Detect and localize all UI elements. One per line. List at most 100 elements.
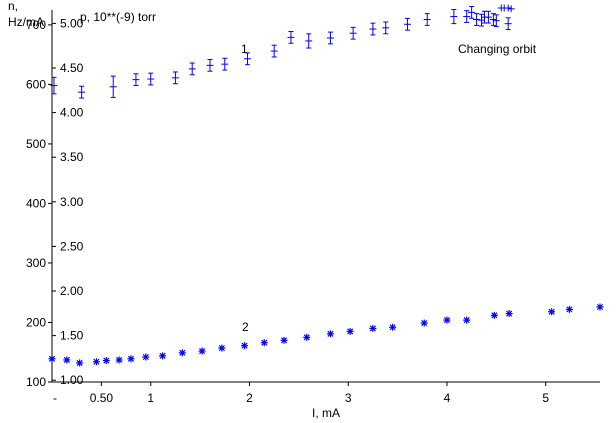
data-point-plus <box>382 21 390 35</box>
marker-stroke <box>389 324 396 331</box>
marker-stroke <box>421 320 428 327</box>
right-tick-label: 2.00 <box>60 284 84 298</box>
data-point-plus <box>504 17 512 31</box>
marker-stroke <box>596 303 604 311</box>
data-point-plus <box>468 6 476 19</box>
data-point-plus <box>349 26 357 40</box>
marker-stroke <box>327 330 334 337</box>
changing-orbit-label: Changing orbit <box>458 42 537 56</box>
data-point-asterisk <box>596 303 604 311</box>
data-point-asterisk <box>369 324 377 332</box>
marker-stroke <box>218 345 225 352</box>
marker-stroke <box>347 328 354 335</box>
data-point-plus <box>287 30 295 44</box>
left-tick-label: 300 <box>26 256 46 270</box>
data-point-plus <box>473 13 481 26</box>
x-tick-label: 5 <box>542 391 549 405</box>
marker-stroke <box>303 334 310 341</box>
right-tick-label: 3.50 <box>60 150 84 164</box>
x-tick-label: 1 <box>147 391 154 405</box>
data-point-asterisk <box>48 355 56 363</box>
series2-label: 2 <box>242 320 249 334</box>
data-point-plus <box>463 10 471 23</box>
marker-stroke <box>116 356 123 364</box>
data-point-asterisk <box>241 342 249 350</box>
data-point-plus <box>188 62 196 76</box>
marker-stroke <box>491 312 498 319</box>
x-axis-minus-sign: - <box>53 391 57 405</box>
left-axis-label-line2: Hz/mA <box>8 15 44 29</box>
data-point-asterisk <box>178 349 186 357</box>
data-point-plus <box>109 75 117 98</box>
x-tick-label: 3 <box>345 391 352 405</box>
marker-stroke <box>261 339 268 346</box>
right-tick-label: 1.00 <box>60 373 84 387</box>
data-point-plus <box>326 31 334 45</box>
data-point-asterisk <box>420 319 428 327</box>
data-point-asterisk <box>63 356 71 364</box>
left-tick-label: 700 <box>26 18 46 32</box>
data-point-plus <box>478 13 486 27</box>
data-point-asterisk <box>102 357 110 365</box>
data-point-plus <box>132 73 140 87</box>
series-2 <box>48 303 604 367</box>
marker-stroke <box>506 310 513 317</box>
data-point-plus <box>50 76 58 95</box>
data-point-plus <box>206 58 214 72</box>
right-tick-label: 5.00 <box>60 16 84 30</box>
x-axis-ticks: 0.50 1 2 3 4 5 <box>90 382 549 405</box>
series1-label: 1 <box>241 42 248 56</box>
left-tick-label: 500 <box>26 137 46 151</box>
data-point-plus <box>78 85 86 99</box>
left-tick-label: 400 <box>26 196 46 210</box>
data-point-plus <box>492 14 500 28</box>
marker-stroke <box>179 349 186 356</box>
data-point-asterisk <box>260 339 268 347</box>
right-tick-label: 1.50 <box>60 329 84 343</box>
right-tick-label: 2.50 <box>60 239 84 253</box>
data-point-plus <box>369 22 377 36</box>
left-tick-label: 100 <box>26 375 46 389</box>
marker-stroke <box>199 348 206 355</box>
marker-stroke <box>142 353 149 361</box>
data-point-asterisk <box>159 352 167 360</box>
data-point-plus <box>221 57 229 71</box>
data-point-plus <box>450 8 458 25</box>
marker-stroke <box>103 357 110 364</box>
data-point-asterisk <box>76 359 84 367</box>
marker-stroke <box>241 342 248 349</box>
right-tick-label: 4.00 <box>60 106 84 120</box>
marker-stroke <box>76 359 83 367</box>
data-point-asterisk <box>127 355 135 363</box>
data-point-plus <box>403 17 411 31</box>
data-point-asterisk <box>389 323 397 331</box>
data-point-asterisk <box>142 353 150 361</box>
marker-stroke <box>48 355 56 362</box>
data-point-plus <box>484 10 492 24</box>
marker-stroke <box>548 308 555 315</box>
left-tick-label: 200 <box>26 315 46 329</box>
data-point-plus <box>171 71 179 85</box>
marker-stroke <box>280 337 288 344</box>
data-point-asterisk <box>280 336 288 344</box>
right-tick-label: 4.50 <box>60 61 84 75</box>
data-point-plus <box>504 4 512 12</box>
data-point-asterisk <box>463 316 471 324</box>
marker-stroke <box>443 317 451 324</box>
x-tick-label: 2 <box>246 391 253 405</box>
marker-stroke <box>93 358 100 365</box>
marker-stroke <box>63 356 70 364</box>
x-tick-label: 0.50 <box>90 391 114 405</box>
data-point-plus <box>147 72 155 86</box>
right-axis-ticks: 1.00 1.50 2.00 2.50 3.00 3.50 4.00 4.50 5.00 <box>52 16 84 387</box>
right-axis-label: p, 10**(-9) torr <box>80 10 156 24</box>
data-point-plus <box>270 44 278 58</box>
data-point-asterisk <box>92 358 100 366</box>
data-point-plus <box>489 13 497 26</box>
data-point-asterisk <box>443 316 451 324</box>
left-tick-label: 600 <box>26 77 46 91</box>
data-point-asterisk <box>490 311 498 319</box>
marker-stroke <box>369 325 376 332</box>
marker-stroke <box>127 355 135 362</box>
marker-stroke <box>463 317 470 324</box>
